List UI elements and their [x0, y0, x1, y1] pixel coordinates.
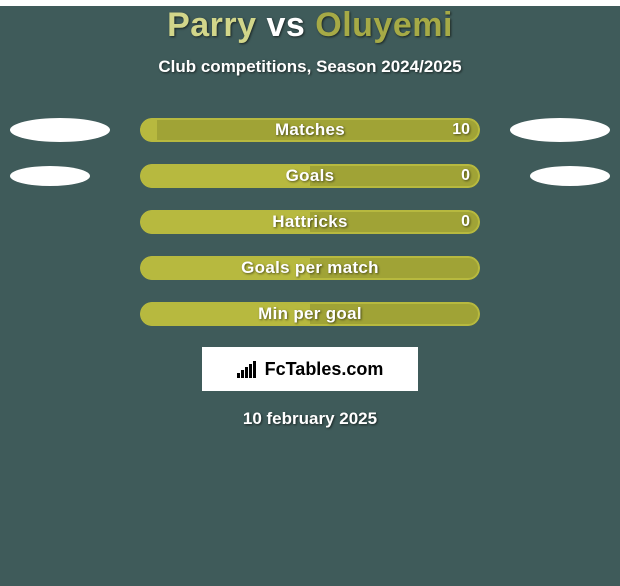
stat-bar: Matches10 [140, 118, 480, 142]
stat-bar-value-right: 10 [452, 118, 470, 142]
stat-row: Hattricks0 [0, 209, 620, 235]
player-ellipse-left [10, 118, 110, 142]
page-title: Parry vs Oluyemi [0, 6, 620, 45]
stat-rows: Matches10Goals0Hattricks0Goals per match… [0, 117, 620, 327]
title-player2: Oluyemi [315, 6, 453, 44]
stat-row: Min per goal [0, 301, 620, 327]
footer-date: 10 february 2025 [0, 409, 620, 429]
stat-row: Goals per match [0, 255, 620, 281]
title-player1: Parry [167, 6, 256, 44]
stat-bar-label: Goals [140, 164, 480, 188]
stat-bar: Hattricks0 [140, 210, 480, 234]
stat-bar-label: Matches [140, 118, 480, 142]
stat-bar-label: Goals per match [140, 256, 480, 280]
footer-badge: FcTables.com [202, 347, 418, 391]
footer-badge-text: FcTables.com [265, 359, 384, 380]
stat-bar-label: Hattricks [140, 210, 480, 234]
stat-bar-value-right: 0 [461, 210, 470, 234]
stat-row: Goals0 [0, 163, 620, 189]
bars-icon [237, 360, 259, 378]
player-ellipse-left [10, 166, 90, 186]
stat-bar: Goals0 [140, 164, 480, 188]
player-ellipse-right [510, 118, 610, 142]
subtitle: Club competitions, Season 2024/2025 [0, 57, 620, 77]
stat-bar-label: Min per goal [140, 302, 480, 326]
infographic: Parry vs Oluyemi Club competitions, Seas… [0, 6, 620, 429]
stat-bar-value-right: 0 [461, 164, 470, 188]
stat-bar: Goals per match [140, 256, 480, 280]
stat-row: Matches10 [0, 117, 620, 143]
player-ellipse-right [530, 166, 610, 186]
title-vs: vs [266, 6, 305, 44]
stat-bar: Min per goal [140, 302, 480, 326]
